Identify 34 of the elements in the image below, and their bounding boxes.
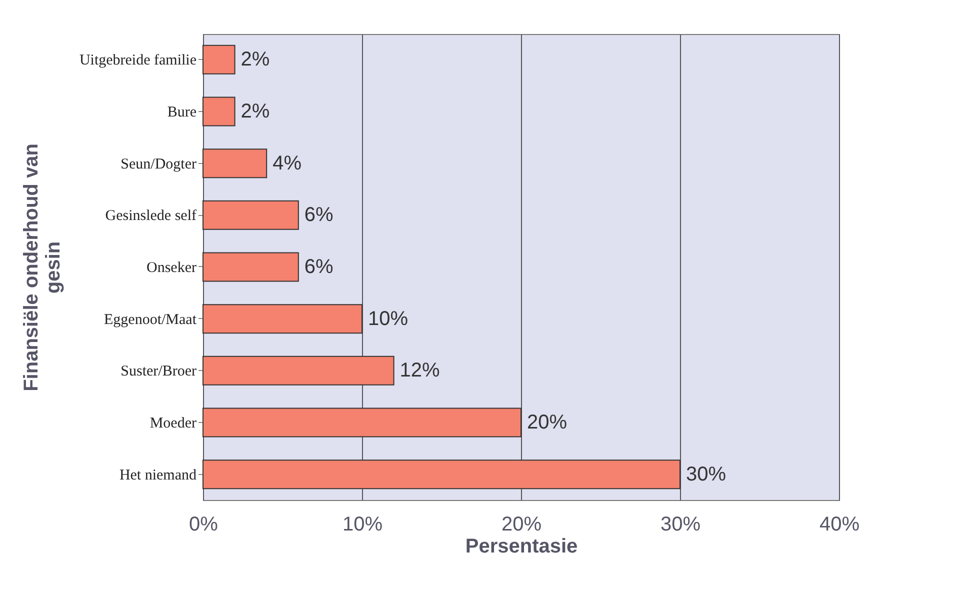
data-label: 6% — [304, 204, 334, 226]
bar — [202, 96, 236, 126]
y-tick-label: Het niemand — [119, 467, 197, 484]
data-label: 12% — [400, 360, 440, 382]
x-tick-label: 10% — [342, 514, 383, 536]
bar — [202, 148, 268, 178]
y-tick-label: Bure — [167, 104, 197, 120]
y-tick-label: Eggenoot/Maat — [104, 312, 198, 328]
bar — [202, 460, 680, 490]
data-label: 30% — [686, 463, 726, 486]
bar — [202, 252, 299, 282]
x-tick-label: 0% — [189, 514, 218, 536]
y-tick-label: Suster/Broer — [120, 364, 196, 380]
data-label: 10% — [368, 308, 408, 330]
y-tick-label: Moeder — [150, 416, 196, 432]
data-label: 2% — [240, 48, 270, 71]
bar — [202, 44, 236, 74]
y-tick-label: Seun/Dogter — [120, 156, 196, 172]
y-tick-label: Gesinslede self — [105, 208, 196, 224]
bar — [202, 304, 362, 334]
x-axis-title: Persentasie — [465, 536, 578, 558]
x-tick-label: 30% — [660, 514, 701, 536]
y-axis-title: Finansiële onderhoud van gesin — [20, 144, 64, 392]
y-tick-label: Onseker — [146, 260, 196, 276]
data-label: 4% — [272, 152, 302, 174]
data-label: 6% — [304, 256, 334, 278]
data-label: 20% — [527, 412, 568, 434]
y-tick-label: Uitgebreide familie — [79, 52, 197, 69]
x-tick-label: 40% — [819, 514, 860, 536]
bar — [202, 408, 522, 438]
data-label: 2% — [240, 100, 270, 122]
bar — [202, 200, 299, 230]
bar — [202, 356, 394, 386]
x-tick-label: 20% — [501, 514, 542, 536]
